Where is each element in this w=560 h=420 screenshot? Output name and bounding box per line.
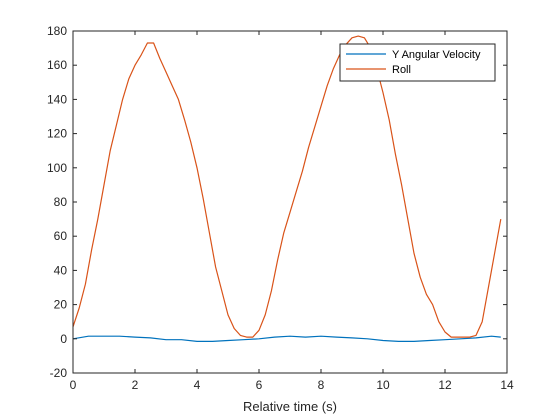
x-tick-label: 14 (500, 378, 514, 392)
y-tick-label: 60 (54, 229, 68, 243)
series-line-roll (72, 35, 502, 338)
y-tick-label: -20 (50, 366, 68, 380)
y-tick-label: 120 (47, 127, 67, 141)
x-tick-label: 4 (194, 378, 201, 392)
y-tick-label: 40 (54, 263, 68, 277)
x-tick-label: 12 (438, 378, 452, 392)
y-tick-label: 0 (60, 332, 67, 346)
y-tick-label: 100 (47, 161, 67, 175)
y-tick-label: 160 (47, 58, 67, 72)
y-tick-label: 20 (54, 298, 68, 312)
x-tick-label: 10 (376, 378, 390, 392)
legend-label: Y Angular Velocity (392, 49, 481, 61)
x-tick-label: 2 (132, 378, 139, 392)
y-tick-label: 140 (47, 92, 67, 106)
x-tick-label: 0 (70, 378, 77, 392)
legend: Y Angular Velocity Roll (339, 43, 496, 82)
x-axis-title: Relative time (s) (243, 399, 337, 414)
y-tick-label: 180 (47, 24, 67, 38)
legend-box (339, 43, 496, 82)
x-tick-label: 6 (256, 378, 263, 392)
legend-label: Roll (392, 64, 411, 76)
plot-area (73, 31, 507, 373)
y-tick-label: 80 (54, 195, 68, 209)
series-line-y-angular-velocity (72, 335, 501, 342)
x-tick-label: 8 (318, 378, 325, 392)
series-layer (72, 35, 502, 342)
